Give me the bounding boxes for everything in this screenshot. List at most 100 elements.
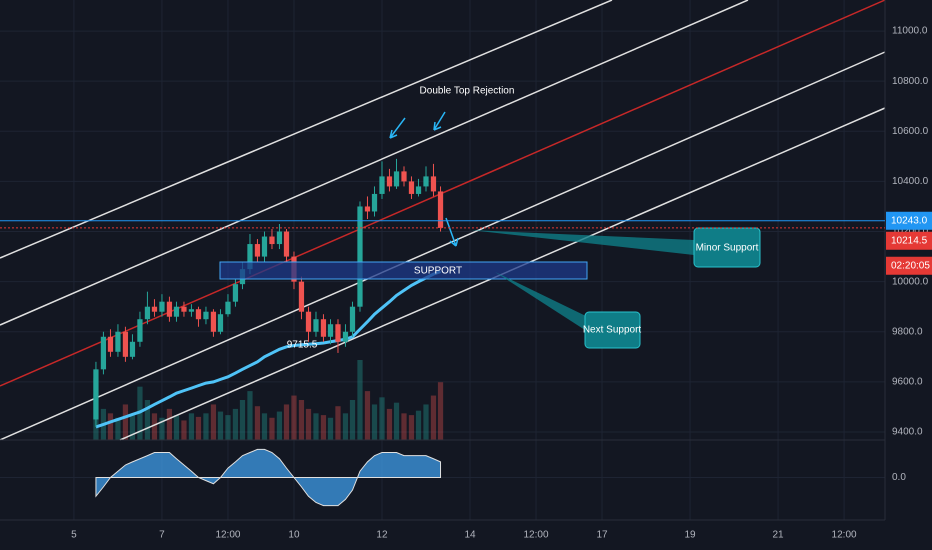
candle-body: [195, 309, 202, 320]
callout-pointer: [495, 272, 590, 330]
candle-body: [320, 319, 327, 337]
y-tick-label: 9800.0: [892, 326, 923, 337]
x-tick-label: 21: [772, 530, 784, 541]
arrow: [433, 111, 446, 131]
volume-bar: [430, 395, 437, 440]
annotations: Double Top Rejection SUPPORT Minor Suppo…: [219, 86, 761, 351]
volume-bar: [386, 408, 393, 440]
price-tag: [886, 231, 932, 250]
candle-body: [401, 171, 407, 182]
candle-body: [188, 309, 195, 312]
moving-average: [95, 270, 442, 429]
volume-bar: [144, 400, 151, 440]
x-tick-label: 19: [684, 530, 696, 541]
candle-body: [371, 193, 378, 212]
y-tick-label: 9600.0: [892, 377, 923, 388]
volume-bar: [195, 416, 202, 440]
volume-bar: [269, 417, 275, 440]
volume-bar: [379, 397, 385, 440]
volume-bar: [298, 400, 305, 440]
indicator-layer: [95, 270, 442, 507]
callout-pointer: [470, 230, 694, 255]
annotation-text: SUPPORT: [414, 266, 462, 277]
volume-bar: [247, 391, 253, 440]
y-tick-label: 10600.0: [892, 126, 929, 137]
volume-bar: [210, 404, 217, 440]
candle-body: [327, 324, 334, 337]
volume-bar: [239, 400, 246, 440]
callout: [584, 311, 641, 349]
support-zone: [219, 261, 588, 280]
y-tick-label: 11000.0: [892, 26, 928, 37]
volume-bar: [151, 413, 158, 440]
candle-body: [305, 311, 312, 332]
candle-body: [225, 301, 231, 315]
volume-bar: [181, 420, 187, 440]
candle-body: [129, 341, 136, 357]
candle-body: [247, 244, 253, 270]
volume-bar: [166, 408, 173, 440]
volume-bar: [254, 406, 261, 440]
y-tick-label: 0.0: [892, 472, 906, 483]
price-tag-label: 10243.0: [891, 215, 928, 226]
volume-bar: [423, 404, 429, 440]
annotation-text: Next Support: [583, 325, 642, 336]
volume-bar: [159, 417, 165, 440]
candle-body: [313, 319, 319, 332]
volume-bar: [291, 395, 297, 440]
low-label: 9715.5: [287, 340, 318, 351]
volume-bar: [107, 413, 114, 440]
countdown: 02:20:05: [891, 260, 930, 271]
x-tick-label: 17: [596, 530, 608, 541]
channel-line: [0, 0, 749, 326]
volume-bar: [261, 413, 268, 440]
volume-bar: [371, 404, 378, 440]
volume-bar: [305, 408, 312, 440]
volume-bar: [357, 360, 363, 440]
volume-bar: [364, 391, 371, 440]
callout: [693, 227, 761, 268]
oscillator-area: [95, 448, 442, 507]
candle-body: [386, 176, 393, 187]
x-tick-label: 5: [71, 530, 77, 541]
candle-body: [166, 301, 173, 317]
volume-bar: [393, 402, 400, 440]
candle-body: [437, 191, 444, 228]
candle-body: [210, 311, 217, 332]
volume-bar: [225, 415, 231, 440]
volume-bar: [173, 415, 180, 440]
channel-line: [0, 0, 613, 259]
candle-body: [393, 171, 400, 187]
x-tick-label: 14: [464, 530, 476, 541]
candle-body: [298, 281, 305, 312]
volume-bar: [313, 413, 319, 440]
candle-body: [232, 284, 239, 302]
candle-body: [254, 244, 261, 257]
axes: 5 7 12:00 10 12 14 12:00 17 19 21 12:00 9400.0 9600.…: [0, 26, 932, 541]
grid: [0, 0, 885, 520]
volume-bar: [129, 415, 136, 440]
y-tick-label: 10800.0: [892, 76, 929, 87]
candle-body: [415, 186, 422, 194]
annotation-text: Double Top Rejection: [420, 86, 515, 97]
candle-body: [335, 324, 341, 342]
candle-body: [357, 206, 363, 307]
volume-bar: [327, 417, 334, 440]
candle-body: [423, 176, 429, 187]
candle-body: [137, 319, 143, 342]
x-tick-label: 12:00: [215, 530, 240, 541]
candle-body: [408, 181, 415, 194]
candle-body: [181, 306, 187, 312]
candle-body: [379, 176, 385, 194]
x-tick-label: 7: [159, 530, 165, 541]
volume-bar: [188, 413, 195, 440]
volume-bar: [437, 382, 444, 440]
volume-bar: [115, 417, 121, 440]
volume-bar: [335, 406, 341, 440]
countdown-tag: [886, 256, 932, 275]
candle-body: [203, 311, 209, 320]
candle-body: [151, 306, 158, 312]
arrow: [445, 217, 459, 247]
annotation-text: Minor Support: [696, 243, 759, 254]
